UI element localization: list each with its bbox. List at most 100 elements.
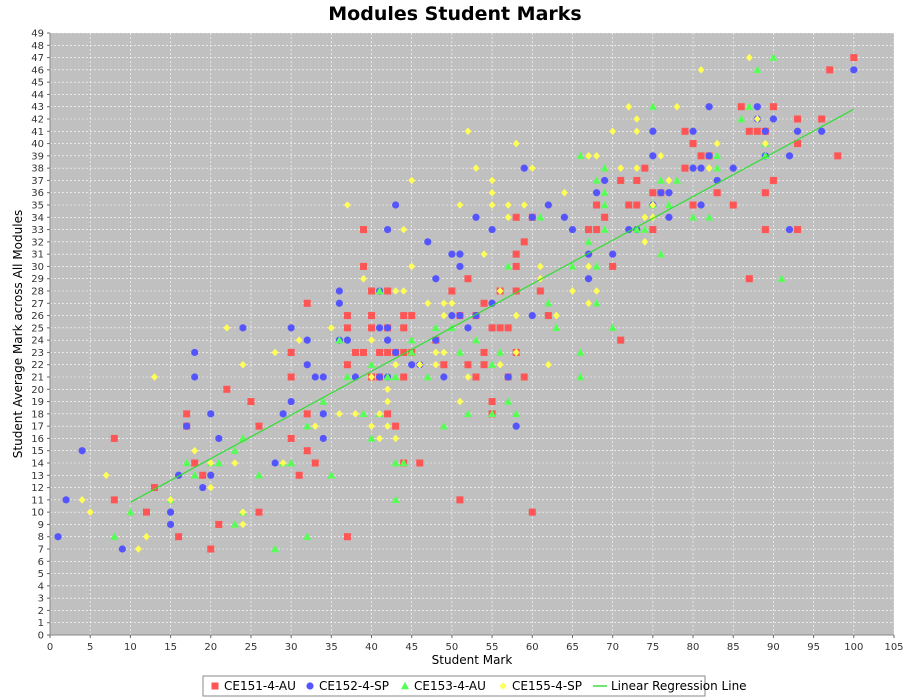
series-CE152-4-SP (54, 66, 858, 553)
y-tick-label: 27 (31, 299, 44, 310)
data-point (794, 140, 802, 148)
y-tick-label: 35 (31, 201, 44, 212)
data-point (359, 409, 368, 418)
data-point (287, 324, 295, 332)
data-point (344, 201, 351, 209)
data-point (544, 299, 553, 307)
data-point (456, 496, 464, 504)
data-point (230, 520, 239, 528)
data-point (528, 164, 536, 172)
data-point (376, 410, 383, 418)
data-point (745, 275, 753, 283)
y-tick-label: 23 (31, 348, 44, 359)
data-point (649, 189, 657, 197)
data-point (673, 102, 681, 111)
data-point (769, 176, 777, 184)
data-point (343, 372, 352, 381)
data-point (617, 336, 625, 344)
data-point (223, 324, 231, 332)
data-point (649, 127, 657, 135)
data-point (255, 422, 263, 430)
data-point (407, 335, 416, 344)
data-point (303, 361, 311, 369)
data-point (713, 163, 722, 172)
data-point (311, 459, 319, 467)
data-point (78, 447, 86, 455)
data-point (384, 287, 392, 295)
data-point (183, 410, 191, 418)
data-point (207, 545, 215, 553)
data-point (608, 323, 617, 332)
data-point (528, 213, 536, 221)
data-point (287, 348, 295, 356)
data-point (640, 225, 649, 233)
data-point (600, 200, 609, 209)
data-point (520, 164, 528, 172)
data-point (464, 127, 472, 136)
data-point (488, 225, 496, 234)
data-point (110, 532, 119, 540)
data-point (488, 324, 496, 332)
data-point (512, 409, 521, 418)
x-tick-label: 50 (446, 642, 459, 653)
data-point (207, 483, 215, 492)
data-point (761, 189, 769, 197)
data-point (463, 409, 472, 418)
data-point (592, 189, 601, 197)
plot-area (50, 33, 894, 635)
y-tick-label: 1 (38, 618, 44, 629)
data-point (368, 373, 375, 381)
y-tick-label: 21 (31, 373, 44, 384)
data-point (681, 164, 689, 172)
data-point (665, 189, 673, 197)
y-tick-label: 16 (31, 434, 44, 445)
data-point (239, 520, 247, 529)
data-point (561, 188, 568, 197)
data-point (464, 275, 472, 283)
y-tick-label: 18 (31, 409, 44, 420)
data-point (488, 188, 496, 197)
data-point (504, 262, 513, 270)
data-point (568, 262, 577, 270)
data-point (368, 287, 376, 295)
data-point (431, 323, 440, 332)
data-point (319, 373, 327, 381)
x-tick-label: 25 (245, 642, 258, 653)
x-tick-label: 65 (566, 642, 579, 653)
data-point (254, 471, 263, 479)
data-point (713, 139, 721, 148)
y-tick-label: 47 (31, 53, 44, 64)
y-tick-label: 46 (31, 65, 44, 76)
data-point (649, 201, 657, 209)
data-point (600, 163, 609, 172)
legend-box (202, 675, 706, 697)
y-tick-label: 7 (38, 545, 44, 556)
data-point (737, 103, 745, 111)
data-point (753, 115, 761, 123)
data-point (568, 225, 577, 234)
data-point (769, 53, 778, 61)
data-point (593, 201, 601, 209)
data-point (400, 373, 408, 381)
data-point (818, 127, 826, 135)
data-point (191, 459, 199, 467)
chart-title: Modules Student Marks (328, 3, 581, 25)
data-point (584, 237, 593, 246)
data-point (553, 311, 560, 320)
data-point (416, 360, 424, 369)
data-point (384, 385, 391, 394)
data-point (504, 373, 512, 381)
data-point (207, 459, 215, 467)
data-point (183, 422, 191, 430)
data-point (110, 496, 118, 504)
data-point (794, 115, 802, 123)
x-tick-label: 85 (727, 642, 740, 653)
data-point (432, 360, 440, 369)
data-point (753, 127, 761, 135)
data-point (697, 66, 705, 74)
data-point (601, 176, 609, 185)
y-tick-label: 22 (31, 360, 44, 371)
y-tick-label: 32 (31, 237, 44, 248)
data-point (826, 66, 834, 74)
y-tick-label: 2 (38, 606, 44, 617)
